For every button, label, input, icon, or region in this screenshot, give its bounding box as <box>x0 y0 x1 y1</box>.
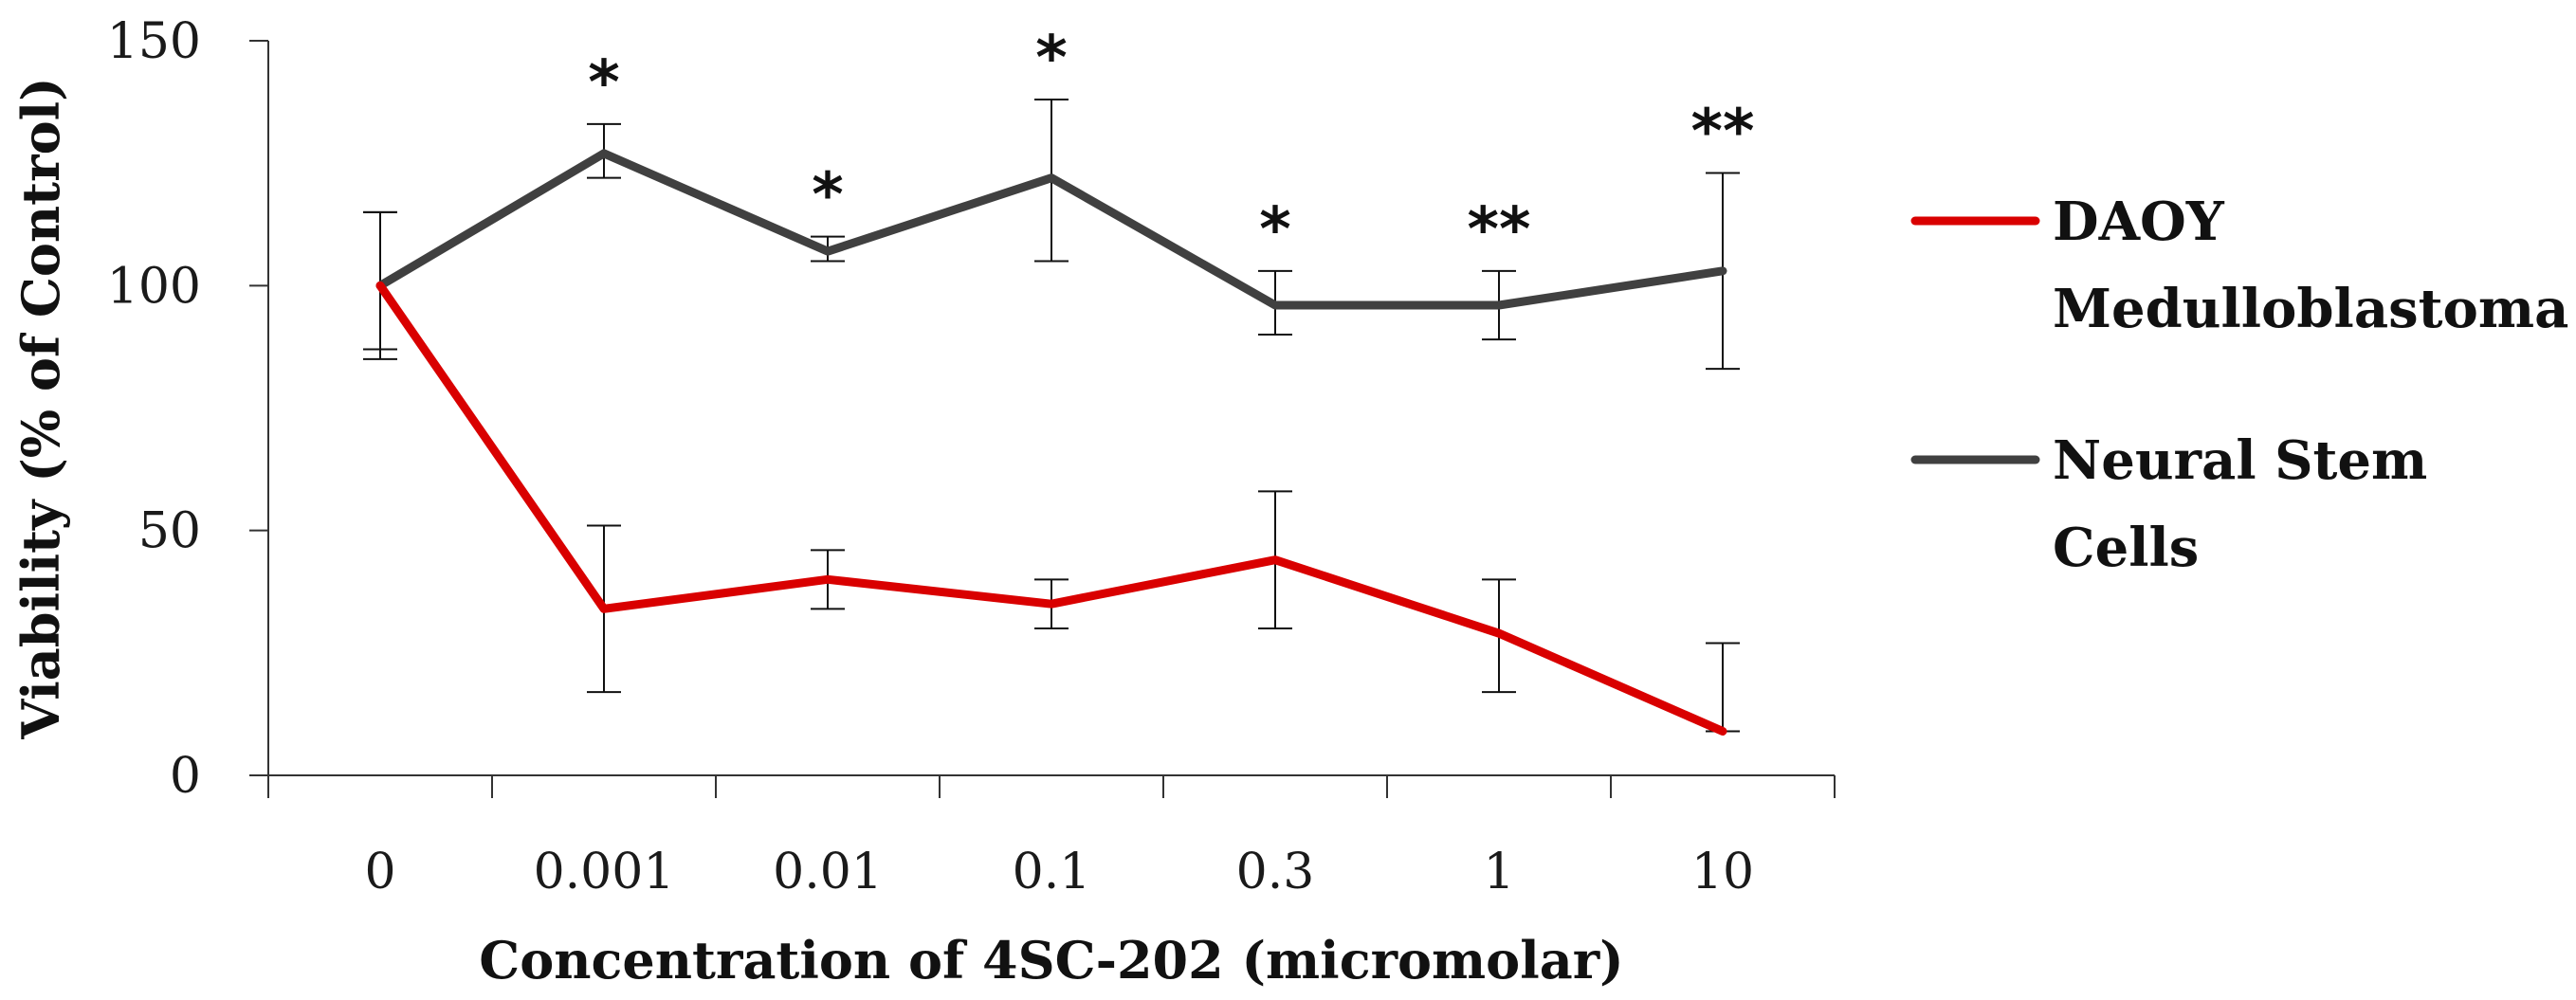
x-tick-label: 0 <box>364 844 395 900</box>
series-lines <box>375 149 1727 736</box>
significance-marker: * <box>1259 195 1290 265</box>
x-axis-title: Concentration of 4SC-202 (micromolar) <box>479 930 1623 991</box>
y-tick-label: 100 <box>107 258 201 315</box>
significance-marker: * <box>588 48 619 118</box>
x-tick-label: 0.01 <box>773 844 883 900</box>
axes <box>249 40 1836 798</box>
legend-label: Medulloblastoma <box>2053 278 2568 340</box>
legend-item-neural-stem-cells: Neural Stem Cells <box>1910 429 2427 579</box>
significance-marker: ** <box>1691 98 1755 168</box>
significance-marker: * <box>812 161 843 231</box>
y-tick-label: 0 <box>170 748 201 805</box>
x-tick-label: 0.3 <box>1236 844 1315 900</box>
error-bars <box>363 99 1740 733</box>
x-tick-label: 0.1 <box>1013 844 1091 900</box>
significance-annotations: **** **** <box>588 24 1754 265</box>
series-line-neural-stem-cells <box>375 149 1727 310</box>
x-tick-label: 10 <box>1691 844 1754 900</box>
y-tick-label: 150 <box>107 13 201 70</box>
y-tick-label: 50 <box>138 503 201 560</box>
legend-label: Cells <box>2053 517 2199 579</box>
legend-label: Neural Stem <box>2053 429 2427 492</box>
legend-label: DAOY <box>2053 191 2225 253</box>
tick-labels: 0 50 100 150 0 0.001 0.01 0.1 0.3 1 10 <box>107 13 1754 900</box>
y-axis-title: Viability (% of Control) <box>10 77 71 739</box>
legend: DAOY Medulloblastoma Neural Stem Cells <box>1910 191 2568 579</box>
x-tick-label: 1 <box>1483 844 1514 900</box>
legend-item-daoy-medulloblastoma: DAOY Medulloblastoma <box>1910 191 2568 340</box>
significance-marker: * <box>1035 24 1067 94</box>
series-line-daoy-medulloblastoma <box>375 281 1727 736</box>
error-bar <box>1706 642 1740 733</box>
x-tick-label: 0.001 <box>534 844 675 900</box>
significance-marker: ** <box>1468 195 1531 265</box>
